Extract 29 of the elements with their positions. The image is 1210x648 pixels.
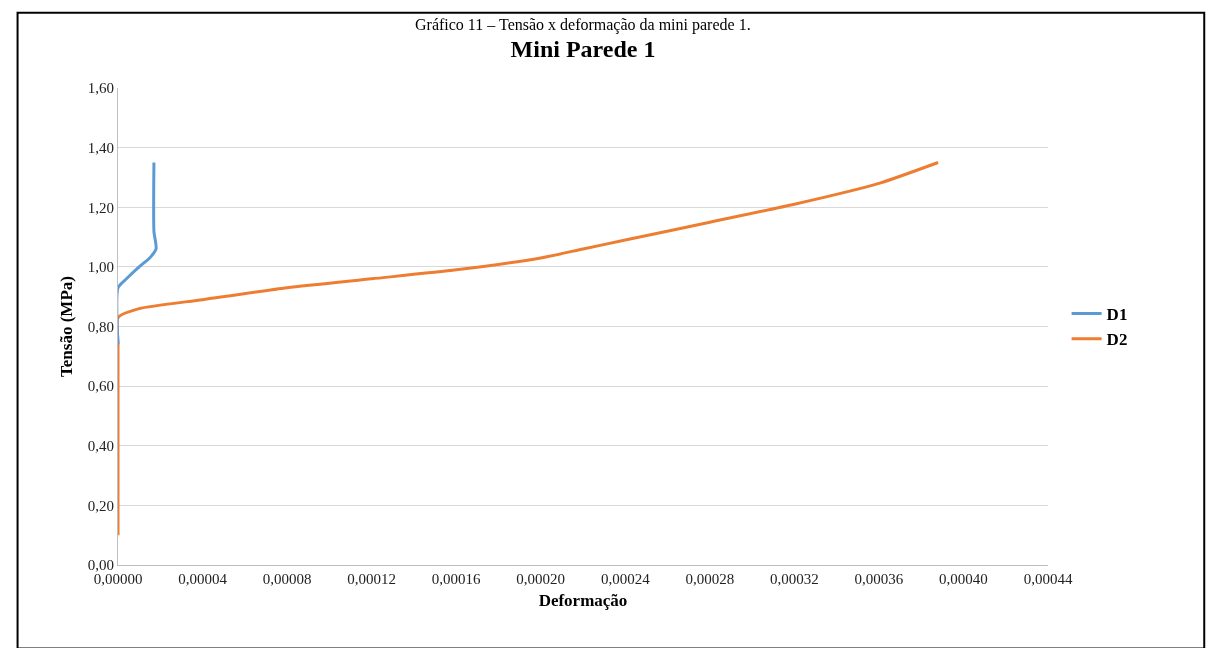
y-tick-label: 1,40 <box>87 139 114 156</box>
x-tick-label: 0,00024 <box>600 571 651 587</box>
x-tick-label: 0,00004 <box>178 571 228 587</box>
y-tick-label: 1,20 <box>87 199 114 216</box>
x-tick-label: 0,00028 <box>685 571 735 587</box>
y-tick-label: 0,80 <box>87 318 114 335</box>
x-tick-label: 0,00016 <box>431 571 482 587</box>
x-tick-label: 0,00040 <box>939 571 988 587</box>
line-series <box>118 161 158 346</box>
x-tick-label: 0,00036 <box>854 571 904 587</box>
y-tick-label: 0,40 <box>87 438 114 454</box>
legend-label: D1 <box>1106 305 1128 325</box>
text: Gráfico 11 – Tensão x deformação da mini parede 1. <box>415 16 751 34</box>
x-tick-label: 0,00000 <box>93 571 143 587</box>
x-tick-label: 0,00020 <box>516 571 566 587</box>
x-tick-label: 0,00032 <box>769 571 819 587</box>
x-axis-title: Deformação <box>538 591 628 611</box>
y-axis-title: Tensão (MPa) <box>57 276 77 377</box>
line-series <box>118 161 940 537</box>
legend-label: D2 <box>1106 330 1128 350</box>
x-tick-label: 0,00012 <box>347 571 397 587</box>
y-tick-label: 1,60 <box>87 80 114 97</box>
y-tick-label: 0,20 <box>87 497 114 514</box>
y-tick-label: 0,60 <box>87 378 114 395</box>
x-tick-label: 0,00008 <box>262 571 312 587</box>
y-tick-label: 0,00 <box>87 557 114 574</box>
y-tick-label: 1,00 <box>87 259 114 276</box>
x-tick-label: 0,00044 <box>1023 571 1073 587</box>
chart-title: Mini Parede 1 <box>510 36 656 62</box>
